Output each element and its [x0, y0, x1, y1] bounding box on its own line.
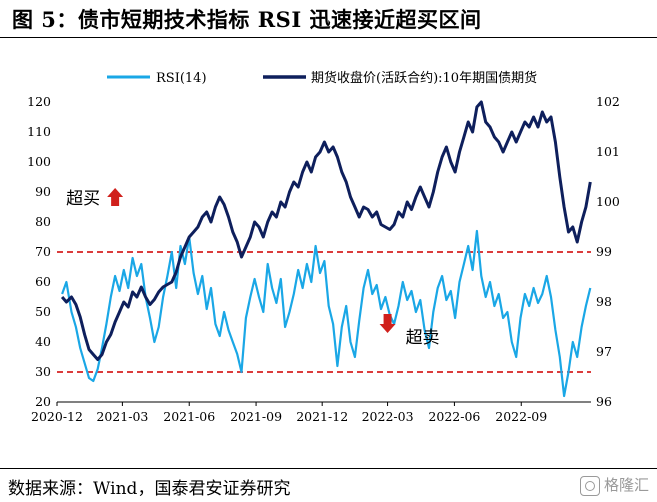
- x-tick-label: 2021-06: [163, 409, 215, 424]
- left-tick-label: 30: [35, 364, 51, 379]
- arrow-down-icon: [379, 314, 396, 333]
- right-tick-label: 99: [596, 244, 612, 259]
- figure-title: 图 5：债市短期技术指标 RSI 迅速接近超买区间: [12, 7, 482, 32]
- x-tick-label: 2022-06: [428, 409, 480, 424]
- left-tick-label: 20: [35, 394, 51, 409]
- x-tick-label: 2022-09: [495, 409, 547, 424]
- x-tick-label: 2021-09: [230, 409, 282, 424]
- left-tick-label: 120: [27, 94, 51, 109]
- x-tick-label: 2020-12: [31, 409, 83, 424]
- annotation-oversold: 超卖: [379, 314, 440, 348]
- annotation-overbought: 超买: [66, 188, 124, 209]
- source-note: 数据来源：Wind，国泰君安证券研究: [8, 479, 291, 499]
- left-tick-label: 110: [27, 124, 51, 139]
- watermark-logo-icon: [579, 475, 600, 496]
- left-tick-label: 100: [27, 154, 51, 169]
- left-tick-label: 80: [35, 214, 51, 229]
- annotation-label: 超买: [66, 189, 100, 209]
- right-tick-label: 96: [596, 394, 612, 409]
- right-tick-label: 98: [596, 294, 612, 309]
- rsi-series-line: [61, 229, 592, 398]
- legend-rsi-label: RSI(14): [156, 71, 207, 86]
- x-tick-label: 2021-12: [296, 409, 348, 424]
- right-tick-label: 102: [596, 94, 620, 109]
- right-tick-label: 101: [596, 144, 620, 159]
- legend: RSI(14) 期货收盘价(活跃合约):10年期国债期货: [107, 70, 537, 86]
- x-tick-label: 2022-03: [362, 409, 414, 424]
- left-tick-label: 70: [35, 244, 51, 259]
- annotation-label: 超卖: [406, 328, 440, 348]
- arrow-up-icon: [107, 188, 124, 206]
- left-tick-label: 40: [35, 334, 51, 349]
- left-tick-label: 60: [35, 274, 51, 289]
- threshold-lines: [57, 251, 591, 373]
- left-tick-label: 50: [35, 304, 51, 319]
- axes-layer: 20 30 40 50 60 70 80 90 100 110 120 96 97 98 99 100 101 1…: [27, 94, 620, 424]
- x-tick-label: 2021-03: [96, 409, 148, 424]
- chart: 20 30 40 50 60 70 80 90 100 110 120 96 97 98 99 100 101 1…: [27, 70, 620, 424]
- legend-futures-label: 期货收盘价(活跃合约):10年期国债期货: [311, 70, 537, 86]
- futures-series-line: [60, 100, 592, 361]
- right-tick-label: 97: [596, 344, 612, 359]
- bottom-rule: [0, 468, 657, 469]
- series-layer: [60, 100, 592, 398]
- watermark: 格隆汇: [579, 474, 649, 496]
- watermark-text: 格隆汇: [603, 476, 649, 494]
- top-rule: [0, 37, 657, 38]
- right-tick-label: 100: [596, 194, 620, 209]
- left-tick-label: 90: [35, 184, 51, 199]
